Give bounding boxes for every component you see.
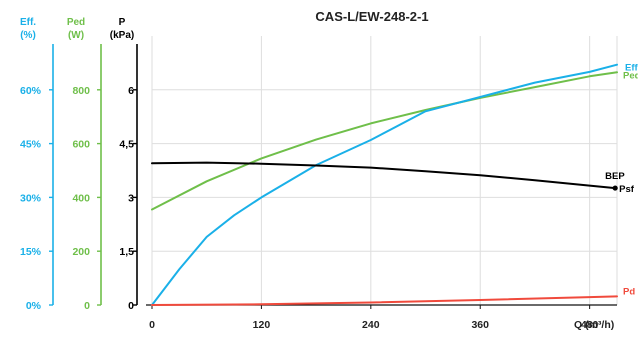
- grid: [151, 36, 618, 306]
- x-tick-label: 480: [581, 319, 599, 331]
- series-psf-label: Psf: [619, 184, 635, 195]
- ped-axis-title: Ped: [67, 17, 85, 28]
- chart-title: CAS-L/EW-248-2-1: [315, 9, 428, 24]
- x-tick-label: 120: [253, 319, 271, 331]
- p-axis-tick-label: 1,5: [119, 246, 134, 258]
- eff-axis-tick-label: 30%: [20, 192, 42, 204]
- ped-axis-tick-label: 400: [72, 192, 90, 204]
- eff-axis-tick-label: 60%: [20, 85, 42, 97]
- p-axis-title: (kPa): [110, 30, 134, 41]
- ped-axis-tick-label: 200: [72, 246, 90, 258]
- ped-axis-tick-label: 0: [84, 300, 90, 312]
- eff-axis-title: (%): [20, 30, 36, 41]
- p-axis-tick-label: 3: [128, 192, 134, 204]
- ped-axis-tick-label: 600: [72, 139, 90, 151]
- bep-marker: [612, 185, 618, 191]
- p-axis-title: P: [119, 17, 126, 28]
- series-pd-line: [151, 295, 618, 306]
- series-eff-line: [151, 63, 618, 306]
- series-ped-line: [151, 71, 618, 211]
- axes: 0 120 240 360 4800%15%30%45%60%Eff.(%)020040…: [20, 17, 617, 331]
- series-psf-line: [151, 161, 617, 190]
- eff-axis-title: Eff.: [20, 17, 36, 28]
- p-axis-tick-label: 4,5: [119, 139, 134, 151]
- eff-axis-tick-label: 45%: [20, 139, 42, 151]
- series-eff-label: Eff: [625, 63, 638, 74]
- eff-axis-tick-label: 0%: [26, 300, 42, 312]
- x-tick-label: 240: [362, 319, 380, 331]
- x-tick-label: 0: [149, 319, 155, 331]
- p-axis-tick-label: 0: [128, 300, 134, 312]
- series-group: [151, 63, 618, 306]
- x-tick-label: 360: [471, 319, 489, 331]
- eff-axis-tick-label: 15%: [20, 246, 42, 258]
- p-axis-tick-label: 6: [128, 85, 134, 97]
- series-ped-label: Ped: [623, 70, 638, 81]
- ped-axis-title: (W): [68, 30, 84, 41]
- x-axis-title: Q (m³/h): [574, 319, 614, 331]
- bep-label: BEP: [605, 171, 625, 182]
- series-pd-label: Pd: [623, 286, 635, 297]
- ped-axis-tick-label: 800: [72, 85, 90, 97]
